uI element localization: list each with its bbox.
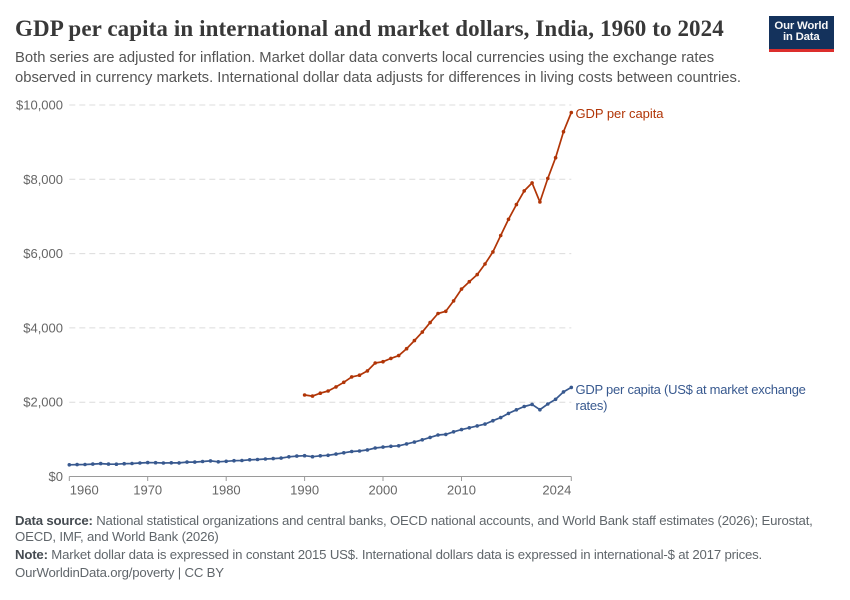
svg-text:GDP per capita: GDP per capita <box>576 106 665 121</box>
svg-text:GDP per capita (US$ at market: GDP per capita (US$ at market exchange ra… <box>576 382 806 413</box>
svg-text:2010: 2010 <box>447 483 476 498</box>
svg-text:1990: 1990 <box>290 483 319 498</box>
svg-text:$6,000: $6,000 <box>23 246 63 261</box>
svg-text:2000: 2000 <box>369 483 398 498</box>
svg-text:2024: 2024 <box>542 483 571 498</box>
svg-text:$10,000: $10,000 <box>16 98 63 113</box>
svg-text:$8,000: $8,000 <box>23 172 63 187</box>
svg-text:1970: 1970 <box>133 483 162 498</box>
svg-text:$0: $0 <box>49 469 63 484</box>
svg-text:$4,000: $4,000 <box>23 320 63 335</box>
svg-text:1980: 1980 <box>212 483 241 498</box>
svg-text:1960: 1960 <box>70 483 99 498</box>
svg-text:$2,000: $2,000 <box>23 395 63 410</box>
